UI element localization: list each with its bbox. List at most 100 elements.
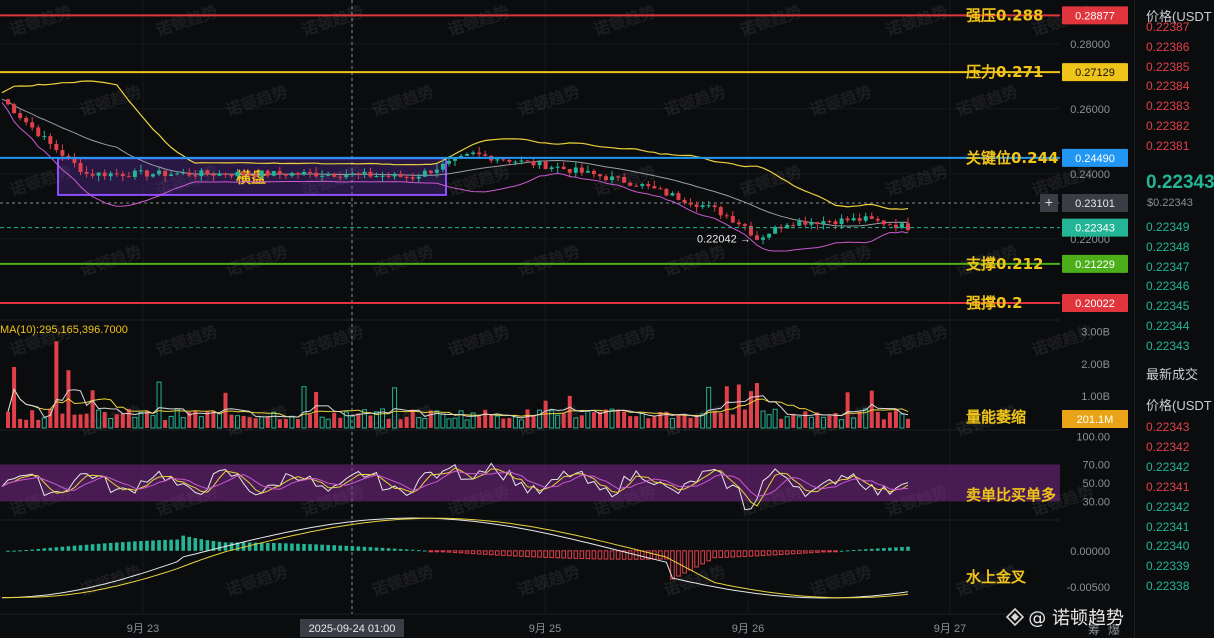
trade-row[interactable]: 0.22343	[1146, 420, 1189, 434]
macd-histogram-bar	[344, 546, 348, 551]
macd-histogram-bar	[411, 550, 415, 551]
volume-bar	[652, 417, 656, 428]
volume-ma-title: MA(10):295,165,396.7000	[0, 324, 128, 336]
volume-bar	[640, 414, 644, 428]
candle-body	[145, 170, 149, 176]
macd-histogram-bar	[791, 551, 795, 554]
macd-histogram-bar	[332, 545, 336, 551]
volume-bar	[211, 412, 215, 428]
candle-body	[767, 234, 771, 238]
volume-bar	[622, 411, 626, 428]
volume-bar	[217, 413, 221, 428]
macd-histogram-bar	[586, 551, 590, 559]
trades-header[interactable]: 最新成交	[1146, 364, 1198, 383]
trade-row[interactable]: 0.22342	[1146, 460, 1189, 474]
macd-histogram-bar	[737, 551, 741, 557]
bid-row[interactable]: 0.22343	[1146, 339, 1189, 353]
candle-body	[658, 188, 662, 189]
watermark-text: 诺顿趋势	[515, 82, 582, 120]
bid-row[interactable]: 0.22345	[1146, 299, 1189, 313]
candle-body	[689, 203, 693, 205]
ask-row[interactable]: 0.22385	[1146, 60, 1189, 74]
candle-body	[42, 136, 46, 137]
macd-histogram-bar	[653, 551, 657, 559]
volume-bar	[72, 415, 76, 428]
macd-histogram-bar	[532, 551, 536, 557]
volume-bar	[12, 367, 16, 428]
chart-area[interactable]: 诺顿趋势诺顿趋势诺顿趋势诺顿趋势诺顿趋势诺顿趋势诺顿趋势诺顿趋势诺顿趋势诺顿趋势…	[0, 0, 1132, 638]
macd-histogram-bar	[206, 540, 210, 551]
bid-row[interactable]: 0.22346	[1146, 279, 1189, 293]
candle-body	[79, 163, 83, 172]
watermark-text: 诺顿趋势	[807, 82, 874, 120]
volume-bar	[616, 410, 620, 428]
candle-body	[840, 218, 844, 224]
macd-histogram-bar	[502, 551, 506, 556]
macd-histogram-bar	[755, 551, 759, 556]
chart-canvas[interactable]: 诺顿趋势诺顿趋势诺顿趋势诺顿趋势诺顿趋势诺顿趋势诺顿趋势诺顿趋势诺顿趋势诺顿趋势…	[0, 0, 1132, 638]
macd-histogram-bar	[894, 547, 898, 550]
volume-bar	[495, 416, 499, 428]
macd-histogram-bar	[508, 551, 512, 556]
bid-row[interactable]: 0.22349	[1146, 220, 1189, 234]
candle-body	[223, 173, 227, 175]
macd-histogram-bar	[598, 551, 602, 559]
candle-body	[103, 173, 107, 177]
macd-histogram-bar	[689, 551, 693, 570]
ask-row[interactable]: 0.22386	[1146, 40, 1189, 54]
candle-body	[308, 172, 312, 173]
candle-body	[199, 170, 203, 176]
candle-body	[290, 173, 294, 176]
candle-body	[725, 215, 729, 216]
orderbook-panel: 价格(USDT 0.223870.223860.223850.223840.22…	[1134, 0, 1214, 638]
candle-body	[157, 171, 161, 175]
watermark-text: 诺顿趋势	[299, 322, 366, 360]
volume-bar	[181, 418, 185, 428]
volume-annotation: 量能萎缩	[966, 408, 1026, 426]
volume-bar	[459, 411, 463, 428]
trade-row[interactable]: 0.22340	[1146, 539, 1189, 553]
bid-row[interactable]: 0.22344	[1146, 319, 1189, 333]
volume-bar	[646, 418, 650, 428]
bid-row[interactable]: 0.22347	[1146, 260, 1189, 274]
watermark-text: 诺顿趋势	[445, 2, 512, 40]
macd-histogram-bar	[453, 551, 457, 553]
ask-row[interactable]: 0.22387	[1146, 20, 1189, 34]
macd-histogram-bar	[97, 544, 101, 551]
candle-body	[471, 153, 475, 154]
macd-axis-tick: 0.00000	[1070, 546, 1110, 558]
ask-row[interactable]: 0.22384	[1146, 79, 1189, 93]
macd-histogram-bar	[749, 551, 753, 556]
volume-bar	[332, 413, 336, 428]
candle-body	[314, 173, 318, 177]
ask-row[interactable]: 0.22381	[1146, 139, 1189, 153]
ask-row[interactable]: 0.22382	[1146, 119, 1189, 133]
trade-row[interactable]: 0.22342	[1146, 500, 1189, 514]
candle-body	[115, 173, 119, 174]
volume-bar	[689, 418, 693, 428]
macd-histogram-bar	[284, 543, 288, 550]
volume-bar	[151, 416, 155, 428]
trade-row[interactable]: 0.22341	[1146, 480, 1189, 494]
watermark-text: 诺顿趋势	[445, 322, 512, 360]
macd-histogram-bar	[568, 551, 572, 558]
trade-row[interactable]: 0.22341	[1146, 520, 1189, 534]
volume-axis-tick: 2.00B	[1081, 359, 1110, 371]
macd-histogram-bar	[550, 551, 554, 558]
candle-body	[278, 171, 282, 174]
macd-histogram-bar	[151, 540, 155, 550]
oscillator-axis-tick: 30.00	[1082, 496, 1110, 508]
trade-row[interactable]: 0.22338	[1146, 579, 1189, 593]
trade-row[interactable]: 0.22339	[1146, 559, 1189, 573]
volume-bar	[314, 392, 318, 428]
candle-body	[381, 176, 385, 177]
trade-row[interactable]: 0.22342	[1146, 440, 1189, 454]
macd-histogram-bar	[115, 543, 119, 551]
bid-row[interactable]: 0.22348	[1146, 240, 1189, 254]
ask-row[interactable]: 0.22383	[1146, 99, 1189, 113]
volume-bar	[532, 415, 536, 428]
macd-histogram-bar	[187, 537, 191, 551]
macd-histogram-bar	[266, 543, 270, 551]
candle-body	[701, 205, 705, 207]
macd-histogram-bar	[707, 551, 711, 561]
